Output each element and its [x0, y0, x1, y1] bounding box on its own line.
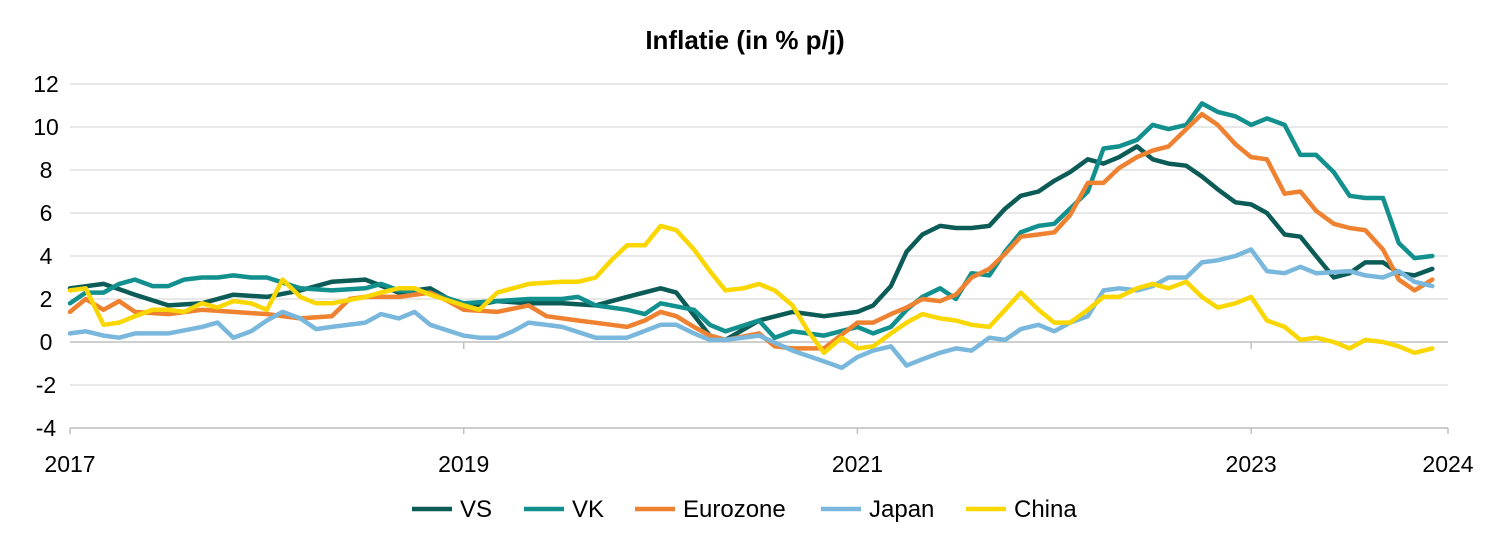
y-tick-label: 12	[33, 71, 59, 97]
legend-label: VS	[460, 496, 492, 523]
x-tick-label: 2024	[1422, 451, 1473, 477]
series-line-china	[67, 223, 1435, 356]
y-tick-label: 8	[40, 157, 53, 183]
legend-item-japan: Japan	[821, 496, 934, 523]
legend-label: Eurozone	[683, 496, 786, 523]
legend-item-vs: VS	[412, 496, 492, 523]
legend-label: China	[1014, 496, 1077, 523]
x-axis: 2017 2019 2021 2023 2024	[44, 342, 1474, 477]
series-line-vk	[67, 101, 1435, 340]
legend-item-vk: VK	[524, 496, 604, 523]
legend-item-eurozone: Eurozone	[635, 496, 786, 523]
legend-label: VK	[572, 496, 604, 523]
x-tick-label: 2019	[438, 451, 489, 477]
y-tick-label: 2	[40, 286, 53, 312]
y-axis-tick-labels: 12 10 8 6 4 2 0 -2 -4	[33, 71, 59, 441]
chart-title: Inflatie (in % p/j)	[645, 25, 844, 55]
y-tick-label: 0	[40, 329, 53, 355]
series-lines	[67, 101, 1435, 371]
legend: VS VK Eurozone Japan China	[412, 496, 1077, 523]
series-line-vs	[67, 144, 1435, 343]
grid	[70, 83, 1448, 429]
y-tick-label: -2	[36, 372, 56, 398]
x-tick-label: 2023	[1226, 451, 1277, 477]
series-line-japan	[67, 247, 1435, 371]
legend-item-china: China	[966, 496, 1077, 523]
y-tick-label: -4	[36, 415, 57, 441]
x-tick-label: 2021	[832, 451, 883, 477]
y-tick-label: 6	[40, 200, 53, 226]
y-tick-label: 4	[40, 243, 53, 269]
x-tick-label: 2017	[44, 451, 95, 477]
legend-label: Japan	[869, 496, 934, 523]
series-line-eurozone	[67, 111, 1435, 351]
y-tick-label: 10	[33, 114, 59, 140]
